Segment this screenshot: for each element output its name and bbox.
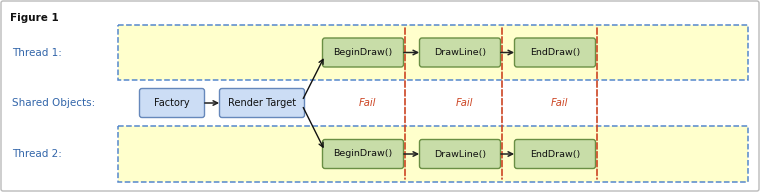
Text: Shared Objects:: Shared Objects: <box>12 98 95 108</box>
Text: Fail: Fail <box>358 98 376 108</box>
Text: BeginDraw(): BeginDraw() <box>334 150 392 158</box>
Text: EndDraw(): EndDraw() <box>530 150 580 158</box>
FancyBboxPatch shape <box>139 88 204 118</box>
Text: Figure 1: Figure 1 <box>10 13 59 23</box>
FancyBboxPatch shape <box>420 139 501 169</box>
Text: Thread 1:: Thread 1: <box>12 48 62 57</box>
Text: Fail: Fail <box>550 98 568 108</box>
FancyBboxPatch shape <box>322 139 404 169</box>
FancyBboxPatch shape <box>219 88 305 118</box>
Text: Thread 2:: Thread 2: <box>12 149 62 159</box>
FancyBboxPatch shape <box>420 38 501 67</box>
Text: Factory: Factory <box>154 98 190 108</box>
Text: EndDraw(): EndDraw() <box>530 48 580 57</box>
Text: DrawLine(): DrawLine() <box>434 150 486 158</box>
FancyBboxPatch shape <box>118 126 748 182</box>
Text: Render Target: Render Target <box>228 98 296 108</box>
FancyBboxPatch shape <box>118 25 748 80</box>
FancyBboxPatch shape <box>1 1 759 191</box>
FancyBboxPatch shape <box>514 139 595 169</box>
Text: Fail: Fail <box>456 98 472 108</box>
FancyBboxPatch shape <box>514 38 595 67</box>
Text: BeginDraw(): BeginDraw() <box>334 48 392 57</box>
FancyBboxPatch shape <box>322 38 404 67</box>
Text: DrawLine(): DrawLine() <box>434 48 486 57</box>
